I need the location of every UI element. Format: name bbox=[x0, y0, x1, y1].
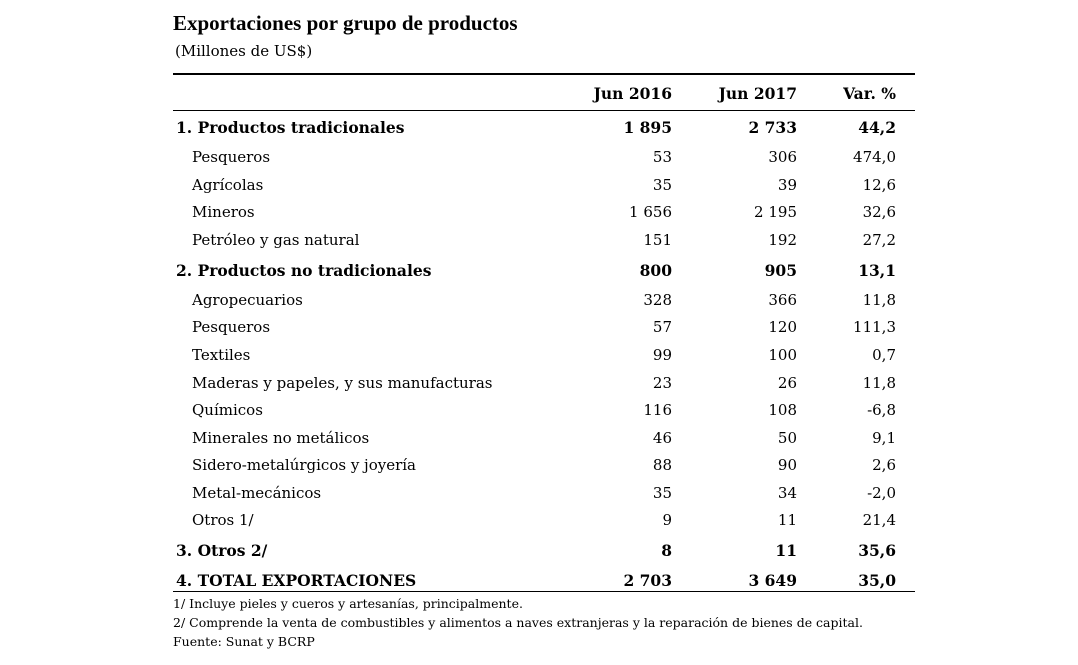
cell-jun-2016: 99 bbox=[652, 346, 672, 364]
table-group-row: 4. TOTAL EXPORTACIONES 2 703 3 649 35,0 bbox=[173, 571, 915, 595]
row-label: 1. Productos tradicionales bbox=[176, 118, 405, 137]
cell-jun-2017: 26 bbox=[777, 374, 797, 392]
cell-var-pct: 9,1 bbox=[872, 429, 896, 447]
row-label: Pesqueros bbox=[192, 318, 271, 336]
table-row: Metal-mecánicos 35 34 -2,0 bbox=[173, 484, 915, 508]
table-header: Jun 2016 Jun 2017 Var. % bbox=[173, 84, 915, 108]
table-row: Otros 1/9 11 21,4 bbox=[173, 511, 915, 535]
table-group-row: 2. Productos no tradicionales 800 905 13,1 bbox=[173, 261, 915, 285]
table-row: Maderas y papeles, y sus manufacturas 23 2… bbox=[173, 374, 915, 398]
table-row: Sidero-metalúrgicos y joyería 88 90 2,6 bbox=[173, 456, 915, 480]
cell-jun-2016: 328 bbox=[643, 291, 672, 309]
footnote-2: 2/ Comprende la venta de combustibles y … bbox=[173, 615, 863, 630]
cell-var-pct: 111,3 bbox=[853, 318, 896, 336]
cell-var-pct: 44,2 bbox=[858, 118, 896, 137]
cell-jun-2017: 2 733 bbox=[748, 118, 797, 137]
cell-jun-2016: 88 bbox=[652, 456, 672, 474]
cell-jun-2016: 1 656 bbox=[629, 203, 672, 221]
source-note: Fuente: Sunat y BCRP bbox=[173, 634, 315, 649]
page-subtitle: (Millones de US$) bbox=[175, 42, 313, 60]
row-label: Otros 1/ bbox=[192, 511, 254, 529]
cell-jun-2016: 23 bbox=[652, 374, 672, 392]
row-label: Agrícolas bbox=[192, 176, 264, 194]
cell-jun-2016: 2 703 bbox=[623, 571, 672, 590]
row-label: Minerales no metálicos bbox=[192, 429, 370, 447]
cell-jun-2017: 11 bbox=[775, 541, 797, 560]
row-label: Mineros bbox=[192, 203, 255, 221]
cell-jun-2017: 50 bbox=[777, 429, 797, 447]
row-label: Maderas y papeles, y sus manufacturas bbox=[192, 374, 493, 392]
table-row: Agrícolas 35 39 12,6 bbox=[173, 176, 915, 200]
row-label: Petróleo y gas natural bbox=[192, 231, 360, 249]
cell-jun-2016: 35 bbox=[652, 176, 672, 194]
cell-jun-2016: 46 bbox=[652, 429, 672, 447]
cell-jun-2017: 3 649 bbox=[748, 571, 797, 590]
cell-jun-2017: 192 bbox=[768, 231, 797, 249]
row-label: Químicos bbox=[192, 401, 263, 419]
cell-var-pct: 27,2 bbox=[862, 231, 896, 249]
table-row: Pesqueros 57 120 111,3 bbox=[173, 318, 915, 342]
cell-jun-2016: 53 bbox=[652, 148, 672, 166]
cell-var-pct: 32,6 bbox=[862, 203, 896, 221]
cell-jun-2016: 116 bbox=[643, 401, 672, 419]
footnote-1: 1/ Incluye pieles y cueros y artesanías,… bbox=[173, 596, 523, 611]
row-label: Agropecuarios bbox=[192, 291, 303, 309]
table-row: Pesqueros 53 306 474,0 bbox=[173, 148, 915, 172]
cell-var-pct: -2,0 bbox=[867, 484, 896, 502]
cell-jun-2017: 34 bbox=[777, 484, 797, 502]
header-jun-2016: Jun 2016 bbox=[593, 84, 672, 103]
cell-jun-2016: 8 bbox=[661, 541, 672, 560]
cell-var-pct: 11,8 bbox=[862, 374, 896, 392]
row-label: Textiles bbox=[192, 346, 251, 364]
row-label: Pesqueros bbox=[192, 148, 271, 166]
cell-jun-2016: 1 895 bbox=[623, 118, 672, 137]
cell-jun-2017: 2 195 bbox=[754, 203, 797, 221]
header-jun-2017: Jun 2017 bbox=[718, 84, 797, 103]
table-row: Textiles 99 100 0,7 bbox=[173, 346, 915, 370]
header-var-pct: Var. % bbox=[843, 84, 896, 103]
cell-jun-2017: 108 bbox=[768, 401, 797, 419]
cell-jun-2016: 151 bbox=[643, 231, 672, 249]
bottom-rule bbox=[173, 591, 915, 592]
table-row: Químicos 116 108 -6,8 bbox=[173, 401, 915, 425]
cell-var-pct: 35,0 bbox=[858, 571, 896, 590]
row-label: 2. Productos no tradicionales bbox=[176, 261, 432, 280]
cell-var-pct: 12,6 bbox=[862, 176, 896, 194]
row-label: Sidero-metalúrgicos y joyería bbox=[192, 456, 417, 474]
cell-jun-2017: 366 bbox=[768, 291, 797, 309]
table-row: Agropecuarios 328 366 11,8 bbox=[173, 291, 915, 315]
cell-var-pct: 11,8 bbox=[862, 291, 896, 309]
cell-jun-2017: 905 bbox=[764, 261, 797, 280]
cell-var-pct: 13,1 bbox=[858, 261, 896, 280]
cell-var-pct: 474,0 bbox=[853, 148, 896, 166]
cell-jun-2016: 35 bbox=[652, 484, 672, 502]
cell-jun-2017: 100 bbox=[768, 346, 797, 364]
cell-var-pct: 0,7 bbox=[872, 346, 896, 364]
table-row: Mineros 1 656 2 195 32,6 bbox=[173, 203, 915, 227]
cell-jun-2017: 90 bbox=[777, 456, 797, 474]
table-row: Minerales no metálicos 46 50 9,1 bbox=[173, 429, 915, 453]
page-title: Exportaciones por grupo de productos bbox=[173, 11, 518, 35]
table-group-row: 3. Otros 2/8 11 35,6 bbox=[173, 541, 915, 565]
cell-jun-2017: 11 bbox=[777, 511, 797, 529]
cell-var-pct: -6,8 bbox=[867, 401, 896, 419]
table-row: Petróleo y gas natural 151 192 27,2 bbox=[173, 231, 915, 255]
cell-var-pct: 2,6 bbox=[872, 456, 896, 474]
cell-jun-2017: 306 bbox=[768, 148, 797, 166]
cell-var-pct: 21,4 bbox=[862, 511, 896, 529]
row-label: Metal-mecánicos bbox=[192, 484, 322, 502]
row-label: 4. TOTAL EXPORTACIONES bbox=[176, 571, 417, 590]
cell-jun-2016: 57 bbox=[652, 318, 672, 336]
header-rule bbox=[173, 110, 915, 111]
row-label: 3. Otros 2/ bbox=[176, 541, 268, 560]
cell-var-pct: 35,6 bbox=[858, 541, 896, 560]
cell-jun-2017: 39 bbox=[777, 176, 797, 194]
top-rule bbox=[173, 73, 915, 75]
cell-jun-2016: 9 bbox=[662, 511, 672, 529]
table-group-row: 1. Productos tradicionales 1 895 2 733 44,2 bbox=[173, 118, 915, 142]
cell-jun-2016: 800 bbox=[639, 261, 672, 280]
cell-jun-2017: 120 bbox=[768, 318, 797, 336]
